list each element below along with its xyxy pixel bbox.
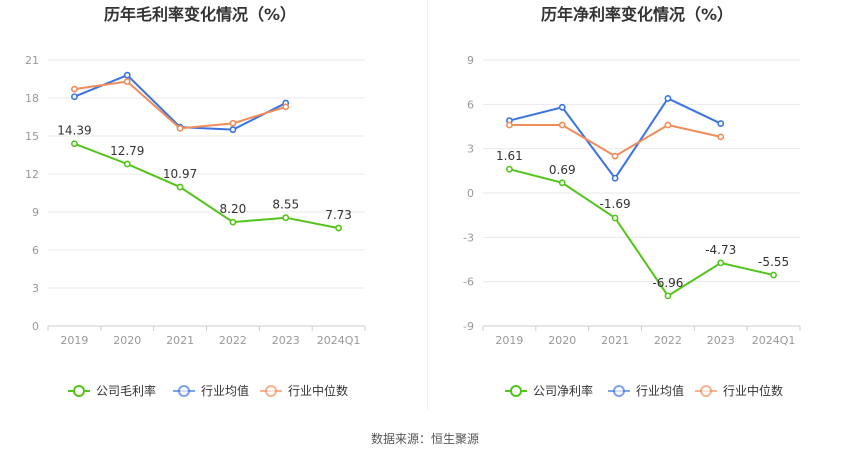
- legend-swatch-marker: [178, 385, 190, 397]
- data-point-company: [229, 218, 237, 226]
- data-label: -4.73: [705, 243, 736, 257]
- y-tick-label: 6: [467, 98, 474, 111]
- y-tick-label: 12: [25, 168, 39, 181]
- data-point-company: [664, 292, 672, 300]
- data-point-company: [176, 183, 184, 191]
- y-tick-label: -9: [463, 320, 474, 333]
- data-label: -5.55: [758, 255, 789, 269]
- y-tick-label: 0: [467, 187, 474, 200]
- data-point-industry_median: [717, 133, 725, 141]
- series-line-company: [74, 142, 339, 230]
- data-point-industry_median: [229, 119, 237, 127]
- data-point-company: [123, 160, 131, 168]
- data-source-label: 数据来源：恒生聚源: [370, 432, 479, 446]
- y-tick-label: 9: [467, 54, 474, 67]
- legend-label: 行业均值: [636, 383, 684, 398]
- x-tick-label: 2021: [601, 334, 629, 347]
- legend-swatch-marker: [265, 385, 277, 397]
- chart-title: 历年毛利率变化情况（%）: [104, 5, 296, 24]
- data-point-industry_median: [123, 78, 131, 85]
- data-label: 8.55: [272, 198, 299, 212]
- data-point-industry_median: [71, 85, 78, 93]
- x-tick-label: 2020: [113, 334, 141, 347]
- legend-label: 公司净利率: [533, 383, 593, 398]
- data-label: 14.39: [57, 124, 91, 138]
- y-tick-label: 6: [32, 244, 39, 257]
- y-tick-label: 15: [25, 130, 39, 143]
- data-point-industry_avg: [611, 174, 619, 182]
- legend-swatch-marker: [510, 385, 522, 397]
- data-point-industry_avg: [123, 71, 131, 79]
- x-tick-label: 2022: [654, 334, 682, 347]
- legend-label: 行业均值: [201, 383, 249, 398]
- data-point-industry_median: [506, 121, 513, 129]
- x-tick-label: 2019: [60, 334, 88, 347]
- legend-swatch-marker: [700, 385, 712, 397]
- y-tick-label: 21: [25, 54, 39, 67]
- y-tick-label: 0: [32, 320, 39, 333]
- x-tick-label: 2024Q1: [317, 334, 361, 347]
- panel-divider: [427, 0, 428, 410]
- chart-title: 历年净利率变化情况（%）: [541, 5, 733, 24]
- y-tick-label: 3: [32, 282, 39, 295]
- y-tick-label: 3: [467, 143, 474, 156]
- data-point-industry_avg: [71, 93, 78, 101]
- data-label: 0.69: [549, 163, 576, 177]
- series-line-industry_avg: [74, 74, 287, 131]
- data-point-company: [335, 224, 342, 232]
- y-tick-label: 18: [25, 92, 39, 105]
- data-point-industry_median: [282, 103, 290, 111]
- legend-label: 公司毛利率: [96, 383, 156, 398]
- x-tick-label: 2020: [548, 334, 576, 347]
- legend-swatch-marker: [613, 385, 625, 397]
- data-point-company: [770, 271, 777, 279]
- data-point-company: [717, 259, 725, 267]
- data-label: 10.97: [163, 167, 197, 181]
- data-point-industry_median: [611, 152, 619, 160]
- data-label: 12.79: [110, 144, 144, 158]
- data-point-industry_median: [664, 121, 672, 129]
- x-tick-label: 2023: [272, 334, 300, 347]
- x-tick-label: 2023: [707, 334, 735, 347]
- data-point-industry_avg: [664, 95, 672, 102]
- data-point-company: [282, 214, 290, 222]
- data-point-company: [71, 140, 78, 148]
- x-tick-label: 2022: [219, 334, 247, 347]
- data-label: -6.96: [652, 276, 683, 290]
- data-label: -1.69: [600, 197, 631, 211]
- data-point-industry_median: [176, 124, 184, 132]
- series-line-industry_median: [509, 123, 721, 158]
- legend-label: 行业中位数: [288, 383, 348, 398]
- legend-label: 行业中位数: [723, 383, 783, 398]
- series-line-industry_avg: [509, 97, 722, 180]
- data-point-industry_avg: [229, 126, 237, 134]
- data-label: 7.73: [325, 208, 352, 222]
- y-tick-label: -3: [463, 231, 474, 244]
- legend-swatch-marker: [73, 385, 85, 397]
- data-point-industry_avg: [717, 120, 725, 127]
- data-point-company: [558, 179, 566, 187]
- data-point-industry_avg: [558, 103, 566, 111]
- data-label: 8.20: [220, 202, 247, 216]
- data-label: 1.61: [496, 149, 523, 163]
- y-tick-label: -6: [463, 276, 474, 289]
- series-line-industry_median: [74, 80, 287, 130]
- data-point-company: [611, 214, 619, 222]
- series-line-company: [509, 168, 774, 298]
- x-tick-label: 2019: [495, 334, 523, 347]
- data-point-company: [506, 165, 513, 173]
- x-tick-label: 2024Q1: [752, 334, 796, 347]
- x-tick-label: 2021: [166, 334, 194, 347]
- y-tick-label: 9: [32, 206, 39, 219]
- data-point-industry_median: [558, 121, 566, 129]
